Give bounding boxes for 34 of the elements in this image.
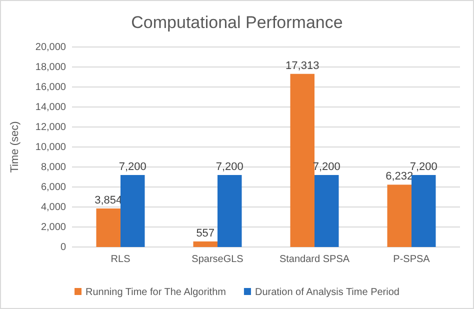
text: 6,232: [386, 170, 414, 183]
x-tick-label: P-SPSA: [393, 254, 430, 266]
bar: [120, 175, 145, 247]
text: 7,200: [216, 161, 244, 173]
y-tick-label: 20,000: [35, 42, 66, 54]
text: 17,313: [286, 60, 320, 72]
y-tick-label: 14,000: [35, 102, 66, 114]
x-tick-label: Standard SPSA: [279, 254, 350, 266]
y-tick-label: 16,000: [35, 82, 66, 94]
y-tick-label: 6,000: [40, 182, 66, 194]
y-tick-label: 12,000: [35, 122, 66, 134]
bar: [96, 208, 120, 247]
text: 7,200: [410, 161, 438, 173]
x-tick-label: SparseGLS: [192, 254, 244, 266]
y-tick-label: 4,000: [40, 202, 66, 214]
bar: [290, 74, 314, 247]
y-tick-label: 0: [60, 242, 66, 254]
y-axis-title: Time (sec): [9, 121, 21, 173]
y-tick-label: 8,000: [40, 162, 66, 174]
text: 3,854: [94, 194, 122, 206]
y-tick-label: 2,000: [40, 222, 66, 234]
bar: [218, 175, 242, 247]
text: 7,200: [118, 161, 146, 173]
y-tick-label: 10,000: [35, 142, 66, 154]
x-tick-label: RLS: [110, 254, 131, 266]
chart-title: Computational Performance: [131, 13, 343, 32]
legend-label: Running Time for The Algorithm: [86, 287, 226, 298]
legend-label: Duration of Analysis Time Period: [254, 287, 400, 298]
bar: [412, 175, 436, 247]
text: 557: [196, 227, 215, 240]
bar: [193, 241, 218, 247]
y-tick-label: 18,000: [35, 62, 66, 74]
bar: [314, 175, 339, 247]
bar: [387, 184, 412, 247]
